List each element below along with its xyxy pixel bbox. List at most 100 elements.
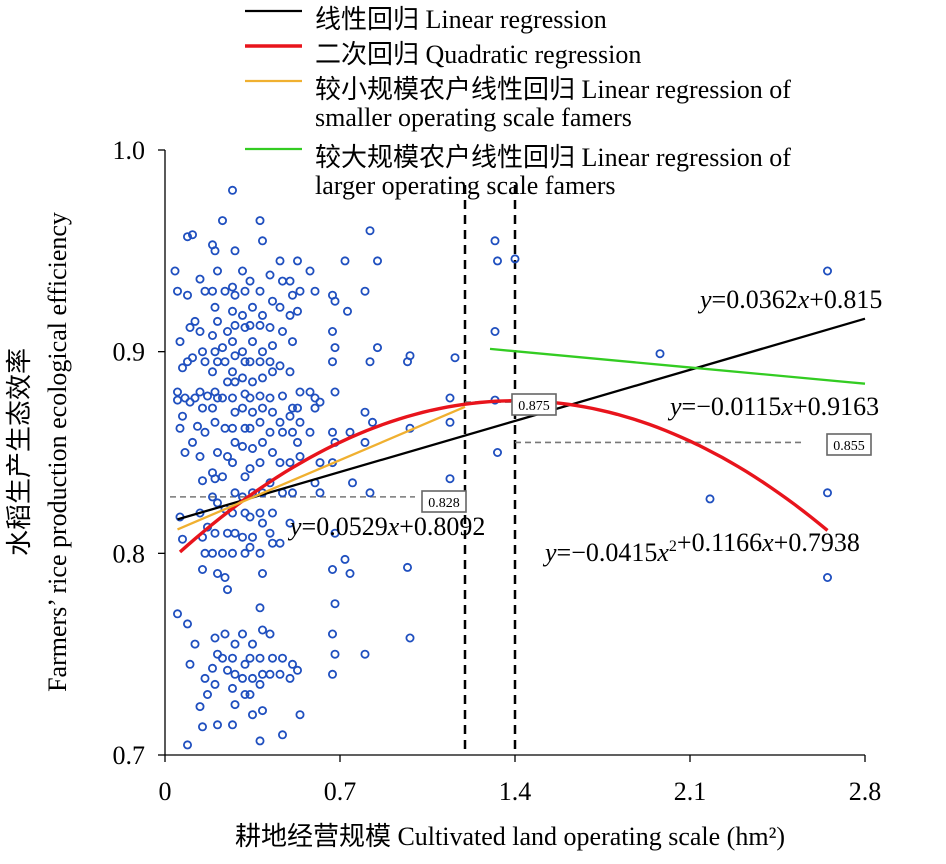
data-point bbox=[197, 347, 207, 357]
data-point bbox=[217, 548, 227, 558]
data-point bbox=[247, 639, 257, 649]
data-point bbox=[210, 302, 220, 312]
data-point bbox=[287, 427, 297, 437]
data-point bbox=[200, 286, 210, 296]
data-point bbox=[245, 357, 255, 367]
y-axis-title-en: Farmers’ rice production ecological effi… bbox=[43, 212, 72, 692]
data-point bbox=[287, 290, 297, 300]
data-point bbox=[257, 437, 267, 447]
data-point bbox=[445, 393, 455, 403]
data-point bbox=[212, 569, 222, 579]
data-point bbox=[190, 639, 200, 649]
data-point bbox=[245, 320, 255, 330]
data-point bbox=[207, 548, 217, 558]
data-point bbox=[172, 609, 182, 619]
legend-label: 线性回归 Linear regression bbox=[315, 5, 607, 34]
data-point bbox=[237, 629, 247, 639]
data-point bbox=[240, 472, 250, 482]
data-point bbox=[287, 488, 297, 498]
legend-item: 二次回归 Quadratic regression bbox=[245, 40, 641, 69]
data-point bbox=[255, 216, 265, 226]
data-point bbox=[277, 427, 287, 437]
threshold-lines bbox=[463, 185, 517, 755]
data-point bbox=[327, 427, 337, 437]
data-point bbox=[247, 407, 257, 417]
data-point bbox=[265, 629, 275, 639]
equations: y=0.0362x+0.815 y=−0.0115x+0.9163 y=0.0529… bbox=[287, 285, 882, 567]
data-point bbox=[267, 296, 277, 306]
x-tick-label: 2.8 bbox=[849, 777, 882, 806]
data-point bbox=[295, 451, 305, 461]
data-point bbox=[240, 322, 250, 332]
data-point bbox=[305, 266, 315, 276]
data-point bbox=[207, 492, 217, 502]
equation-label: y=0.0529x+0.8092 bbox=[287, 512, 485, 541]
data-point bbox=[330, 296, 340, 306]
data-point bbox=[197, 476, 207, 486]
data-point bbox=[295, 710, 305, 720]
data-point bbox=[275, 417, 285, 427]
legend-label: 二次回归 Quadratic regression bbox=[315, 40, 641, 69]
data-point bbox=[255, 286, 265, 296]
data-point bbox=[207, 286, 217, 296]
axes bbox=[164, 150, 865, 756]
data-point bbox=[245, 653, 255, 663]
legend-label: 较小规模农户线性回归 Linear regression of bbox=[315, 75, 791, 104]
data-point bbox=[257, 310, 267, 320]
data-point bbox=[295, 417, 305, 427]
y-axis-title-cn: 水稻生产生态效率 bbox=[5, 348, 34, 556]
data-point bbox=[230, 700, 240, 710]
data-point bbox=[277, 730, 287, 740]
data-point bbox=[212, 266, 222, 276]
svg-text:0.828: 0.828 bbox=[428, 496, 460, 511]
data-point bbox=[330, 343, 340, 353]
data-point bbox=[275, 538, 285, 548]
data-point bbox=[285, 310, 295, 320]
data-point bbox=[212, 316, 222, 326]
data-point bbox=[247, 710, 257, 720]
svg-text:0.855: 0.855 bbox=[833, 439, 865, 454]
data-point bbox=[212, 720, 222, 730]
data-point bbox=[823, 573, 833, 583]
data-point bbox=[197, 722, 207, 732]
data-point bbox=[227, 393, 237, 403]
data-point bbox=[247, 337, 257, 347]
data-point bbox=[210, 417, 220, 427]
data-point bbox=[237, 673, 247, 683]
data-point bbox=[445, 474, 455, 484]
data-point bbox=[195, 274, 205, 284]
data-point bbox=[265, 669, 275, 679]
y-tick-label: 1.0 bbox=[113, 136, 146, 165]
data-point bbox=[257, 625, 267, 635]
data-point bbox=[265, 427, 275, 437]
legend-label: 较大规模农户线性回归 Linear regression of bbox=[315, 143, 791, 172]
data-point bbox=[287, 403, 297, 413]
data-point bbox=[227, 423, 237, 433]
data-point bbox=[172, 395, 182, 405]
data-point bbox=[257, 569, 267, 579]
tick-labels: 0 0.7 1.4 2.1 2.8 0.7 0.8 0.9 1.0 bbox=[113, 136, 882, 806]
data-point bbox=[315, 488, 325, 498]
data-point bbox=[277, 391, 287, 401]
data-point bbox=[367, 417, 377, 427]
data-point bbox=[292, 256, 302, 266]
data-point bbox=[360, 437, 370, 447]
data-point bbox=[277, 276, 287, 286]
data-point bbox=[402, 562, 412, 572]
data-point bbox=[285, 411, 295, 421]
data-point bbox=[257, 373, 267, 383]
data-point bbox=[227, 282, 237, 292]
data-point bbox=[220, 357, 230, 367]
regression-line bbox=[177, 317, 866, 521]
data-point bbox=[237, 266, 247, 276]
data-point bbox=[267, 341, 277, 351]
x-tick-label: 1.4 bbox=[499, 777, 532, 806]
data-points bbox=[170, 185, 833, 750]
data-point bbox=[247, 377, 257, 387]
data-point bbox=[197, 403, 207, 413]
data-point bbox=[247, 532, 257, 542]
value-label: 0.828 bbox=[421, 490, 467, 513]
data-point bbox=[510, 254, 520, 264]
data-point bbox=[222, 451, 232, 461]
data-point bbox=[230, 351, 240, 361]
